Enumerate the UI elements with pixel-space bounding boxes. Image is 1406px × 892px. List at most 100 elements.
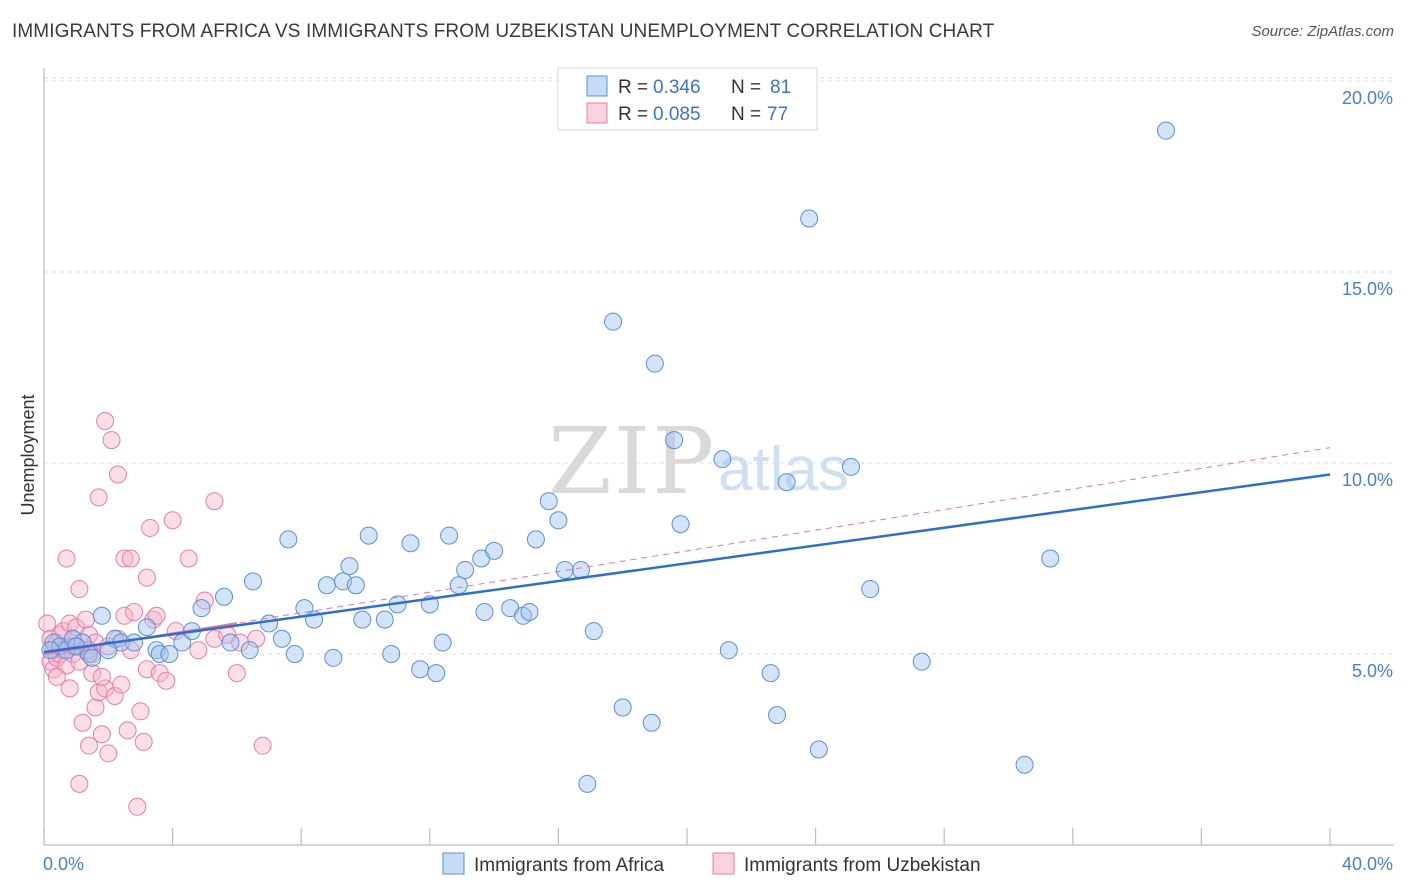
uzbek-point-32 xyxy=(89,488,108,507)
africa-point-32 xyxy=(346,576,365,595)
africa-point-51 xyxy=(520,602,539,621)
watermark-zip: ZIP xyxy=(548,408,716,515)
africa-point-47 xyxy=(475,602,494,621)
uzbek-point-49 xyxy=(125,602,144,621)
uzbek-point-57 xyxy=(147,606,166,625)
africa-point-44 xyxy=(449,576,468,595)
uzbek-point-62 xyxy=(179,549,198,568)
y-tick-label-15: 15.0% xyxy=(1342,279,1393,299)
africa-point-31 xyxy=(340,557,359,576)
uzbek-point-50 xyxy=(128,797,147,816)
axes-layer xyxy=(43,68,1394,846)
africa-point-68 xyxy=(768,706,787,725)
africa-point-14 xyxy=(160,645,179,663)
uzbek-point-76 xyxy=(47,667,66,686)
uzbek-point-71 xyxy=(253,736,272,755)
africa-point-54 xyxy=(549,511,568,530)
bottom-legend-uzbek-swatch xyxy=(712,852,735,875)
africa-point-11 xyxy=(137,618,156,637)
uzbek-point-44 xyxy=(115,606,134,625)
y-tick-label-10: 10.0% xyxy=(1342,470,1393,490)
uzbek-point-40 xyxy=(105,687,124,706)
correlation-legend: R = 0.346 N = 81 R = 0.085 N = 77 xyxy=(557,67,818,131)
africa-point-57 xyxy=(578,774,597,793)
uzbek-point-36 xyxy=(96,411,115,430)
uzbek-points xyxy=(38,411,272,816)
africa-point-59 xyxy=(604,312,623,331)
uzbek-point-75 xyxy=(92,667,111,686)
watermark-atlas: atlas xyxy=(718,435,849,504)
africa-point-65 xyxy=(713,450,732,469)
uzbek-point-41 xyxy=(108,465,127,484)
africa-point-79 xyxy=(99,641,118,660)
uzbek-point-54 xyxy=(137,568,156,587)
africa-point-63 xyxy=(665,431,684,450)
y-axis-label: Unemployment xyxy=(18,394,38,515)
grid-layer xyxy=(44,77,1394,655)
uzbek-point-45 xyxy=(115,549,134,568)
legend-africa-n-label: N = xyxy=(731,77,761,98)
uzbek-point-26 xyxy=(80,736,99,755)
africa-point-64 xyxy=(671,515,690,534)
legend-uzbek-r-value: 0.085 xyxy=(653,104,701,125)
uzbek-point-68 xyxy=(227,664,246,683)
uzbek-point-12 xyxy=(57,549,76,568)
africa-point-45 xyxy=(456,560,475,579)
africa-point-67 xyxy=(761,664,780,683)
x-tick-label-max: 40.0% xyxy=(1342,854,1393,874)
africa-point-36 xyxy=(382,645,401,663)
uzbek-point-43 xyxy=(112,675,131,694)
uzbek-point-66 xyxy=(205,492,224,511)
y-tick-label-20: 20.0% xyxy=(1342,88,1393,108)
africa-point-73 xyxy=(861,580,880,599)
africa-point-13 xyxy=(150,645,169,663)
africa-point-18 xyxy=(215,587,234,606)
uzbek-point-63 xyxy=(189,641,208,660)
africa-point-53 xyxy=(539,492,558,511)
legend-uzbek-n-value: 77 xyxy=(767,104,788,125)
africa-point-20 xyxy=(240,641,259,660)
africa-point-75 xyxy=(1015,755,1034,774)
uzbek-point-55 xyxy=(141,518,160,537)
africa-point-6 xyxy=(83,648,102,667)
africa-point-72 xyxy=(841,457,860,476)
uzbek-point-60 xyxy=(163,511,182,530)
x-tick-label-min: 0.0% xyxy=(43,854,84,874)
uzbek-point-46 xyxy=(118,721,137,740)
africa-point-77 xyxy=(1157,121,1176,140)
uzbek-point-34 xyxy=(92,725,111,744)
legend-africa-swatch xyxy=(586,75,608,97)
africa-point-41 xyxy=(427,664,446,683)
africa-point-60 xyxy=(613,698,632,717)
uzbek-point-72 xyxy=(70,774,89,793)
y-tick-label-5: 5.0% xyxy=(1352,661,1393,681)
africa-point-33 xyxy=(353,610,372,629)
africa-point-74 xyxy=(912,652,931,671)
africa-point-70 xyxy=(800,209,819,228)
uzbek-point-30 xyxy=(86,698,105,717)
africa-point-52 xyxy=(526,530,545,549)
uzbek-point-24 xyxy=(76,610,95,629)
uzbek-point-58 xyxy=(150,664,169,683)
africa-point-69 xyxy=(777,473,796,492)
africa-point-62 xyxy=(645,354,664,373)
africa-point-7 xyxy=(92,606,111,625)
source-credit: Source: ZipAtlas.com xyxy=(1251,23,1394,40)
africa-point-42 xyxy=(433,633,452,652)
legend-uzbek-swatch xyxy=(586,102,608,124)
uzbek-point-51 xyxy=(131,702,150,721)
uzbek-point-23 xyxy=(73,713,92,732)
uzbek-point-59 xyxy=(157,671,176,690)
legend-uzbek-n-label: N = xyxy=(731,104,761,125)
africa-point-34 xyxy=(359,526,378,545)
uzbek-point-20 xyxy=(70,580,89,599)
africa-point-28 xyxy=(317,576,336,595)
africa-trend-line xyxy=(43,473,1331,654)
africa-point-48 xyxy=(485,541,504,560)
uzbek-point-52 xyxy=(134,732,153,751)
bottom-legend-africa-label: Immigrants from Africa xyxy=(474,855,664,876)
uzbek-point-28 xyxy=(83,664,102,683)
africa-point-39 xyxy=(411,660,430,679)
bottom-legend-uzbek-label: Immigrants from Uzbekistan xyxy=(744,855,981,876)
